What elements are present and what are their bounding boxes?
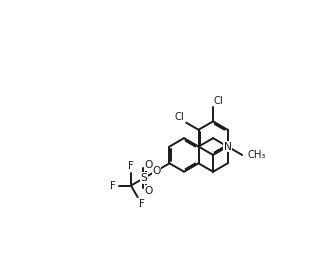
Text: S: S xyxy=(141,173,147,183)
Text: Cl: Cl xyxy=(175,112,185,122)
Text: F: F xyxy=(128,160,134,171)
Text: O: O xyxy=(152,166,161,176)
Text: CH₃: CH₃ xyxy=(248,150,266,160)
Text: F: F xyxy=(139,199,145,209)
Text: F: F xyxy=(110,181,116,191)
Text: Cl: Cl xyxy=(214,95,223,106)
Text: O: O xyxy=(144,160,153,171)
Text: N: N xyxy=(224,141,232,152)
Text: O: O xyxy=(144,186,153,196)
